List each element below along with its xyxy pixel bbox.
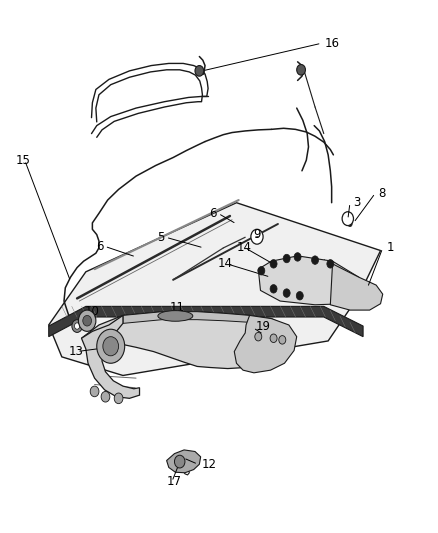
Text: 6: 6 — [209, 207, 217, 220]
Circle shape — [174, 455, 185, 468]
Circle shape — [258, 266, 265, 275]
Text: 5: 5 — [157, 231, 164, 244]
Circle shape — [90, 386, 99, 397]
Text: 12: 12 — [201, 458, 216, 471]
Circle shape — [74, 323, 80, 329]
Polygon shape — [330, 264, 383, 310]
Circle shape — [294, 253, 301, 261]
Text: 9: 9 — [253, 228, 261, 241]
Circle shape — [296, 292, 303, 300]
Text: 3: 3 — [353, 196, 361, 209]
Circle shape — [72, 320, 82, 333]
Circle shape — [251, 229, 263, 244]
Circle shape — [283, 254, 290, 263]
Circle shape — [297, 64, 305, 75]
Circle shape — [78, 310, 96, 332]
Text: 6: 6 — [96, 240, 103, 253]
Circle shape — [83, 316, 92, 326]
Text: 17: 17 — [166, 475, 182, 488]
Text: 19: 19 — [256, 320, 271, 333]
Circle shape — [255, 333, 262, 341]
Polygon shape — [49, 203, 381, 375]
Circle shape — [103, 337, 119, 356]
Circle shape — [279, 336, 286, 344]
Text: 15: 15 — [16, 154, 31, 167]
Polygon shape — [258, 256, 363, 305]
Text: 8: 8 — [378, 187, 386, 200]
Text: 13: 13 — [68, 345, 83, 358]
Circle shape — [270, 285, 277, 293]
Polygon shape — [81, 316, 140, 398]
Circle shape — [343, 214, 352, 225]
Polygon shape — [234, 316, 297, 373]
Polygon shape — [49, 306, 363, 337]
Text: 14: 14 — [218, 257, 233, 270]
Circle shape — [101, 391, 110, 402]
Text: 11: 11 — [170, 302, 185, 314]
Circle shape — [311, 256, 318, 264]
Circle shape — [270, 334, 277, 343]
Circle shape — [270, 260, 277, 268]
Circle shape — [97, 329, 125, 364]
Circle shape — [342, 212, 353, 225]
Text: 10: 10 — [85, 305, 99, 318]
Circle shape — [114, 393, 123, 403]
Ellipse shape — [158, 311, 193, 321]
Circle shape — [348, 221, 352, 227]
Polygon shape — [81, 312, 289, 368]
Circle shape — [283, 289, 290, 297]
Circle shape — [327, 260, 334, 268]
Circle shape — [195, 66, 204, 76]
Text: 16: 16 — [325, 37, 339, 50]
Polygon shape — [166, 450, 201, 473]
Text: 14: 14 — [237, 241, 251, 254]
Polygon shape — [123, 312, 250, 324]
Text: 1: 1 — [387, 241, 395, 254]
